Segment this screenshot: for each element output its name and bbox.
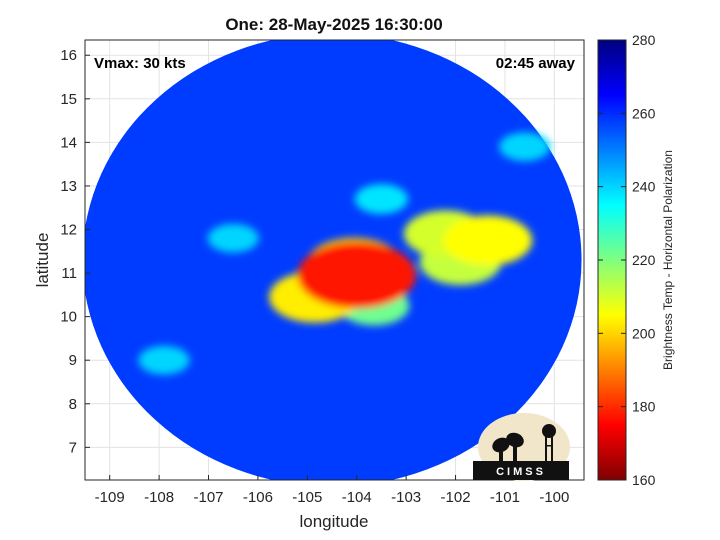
y-tick-label: 13 xyxy=(60,178,77,195)
y-tick-label: 12 xyxy=(60,222,77,239)
y-tick-label: 15 xyxy=(60,91,77,108)
y-tick-label: 9 xyxy=(69,352,77,369)
y-tick-label: 16 xyxy=(60,47,77,64)
x-tick-label: -109 xyxy=(95,489,125,506)
cimss-logo: CIMSS xyxy=(473,413,570,481)
x-tick-label: -101 xyxy=(490,489,520,506)
swath-group xyxy=(85,40,582,480)
colorbar-tick-label: 220 xyxy=(632,252,656,268)
feature-group xyxy=(138,132,551,375)
time-away-annotation: 02:45 away xyxy=(496,55,576,72)
y-tick-label: 14 xyxy=(60,134,77,151)
y-axis-label: latitude xyxy=(33,233,52,288)
y-tick-label: 10 xyxy=(60,309,77,326)
feature-cell-w xyxy=(207,223,259,253)
y-tick-label: 11 xyxy=(61,265,77,282)
y-tick-label: 8 xyxy=(69,396,77,413)
x-axis: -109 -108 -107 -106 -105 -104 -103 -102 -101 -100 xyxy=(95,475,569,506)
colorbar-tick-label: 260 xyxy=(632,105,656,121)
colorbar-tick-label: 160 xyxy=(632,472,656,488)
x-tick-label: -107 xyxy=(193,489,223,506)
colorbar-tick-label: 240 xyxy=(632,179,656,195)
colorbar-label: Brightness Temp - Horizontal Polarizatio… xyxy=(661,150,675,370)
colorbar-tick-label: 180 xyxy=(632,399,656,415)
x-tick-label: -104 xyxy=(342,489,372,506)
x-axis-label: longitude xyxy=(299,512,368,531)
x-tick-label: -106 xyxy=(243,489,273,506)
colorbar-tick-label: 200 xyxy=(632,325,656,341)
water-tower-icon xyxy=(542,424,556,463)
feature-cell-sw-2 xyxy=(138,345,190,375)
vmax-annotation: Vmax: 30 kts xyxy=(94,55,186,72)
x-tick-label: -105 xyxy=(292,489,322,506)
y-tick-label: 7 xyxy=(69,439,77,456)
logo-text: CIMSS xyxy=(496,466,546,478)
logo-bar xyxy=(473,461,569,480)
feature-core-min xyxy=(297,242,416,309)
x-tick-label: -100 xyxy=(539,489,569,506)
axes-box xyxy=(84,39,585,481)
feature-cell-ne xyxy=(499,132,551,162)
chart-title: One: 28-May-2025 16:30:00 xyxy=(225,15,442,34)
colorbar-ticks: 160 180 200 220 240 260 280 xyxy=(598,32,656,488)
feature-cell-north xyxy=(354,184,409,214)
y-axis: 7 8 9 10 11 12 13 14 15 16 xyxy=(60,47,90,456)
satellite-dish-icon xyxy=(492,432,524,462)
x-tick-label: -108 xyxy=(144,489,174,506)
colorbar-tick-label: 280 xyxy=(632,32,656,48)
x-tick-label: -102 xyxy=(441,489,471,506)
x-tick-label: -103 xyxy=(391,489,421,506)
feature-cell-se-1 xyxy=(443,215,533,266)
